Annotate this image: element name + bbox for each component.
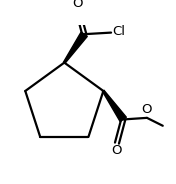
Text: O: O: [112, 144, 122, 157]
Polygon shape: [103, 91, 126, 122]
Polygon shape: [64, 32, 87, 63]
Text: O: O: [73, 0, 83, 10]
Text: Cl: Cl: [112, 25, 125, 38]
Text: O: O: [142, 103, 152, 116]
